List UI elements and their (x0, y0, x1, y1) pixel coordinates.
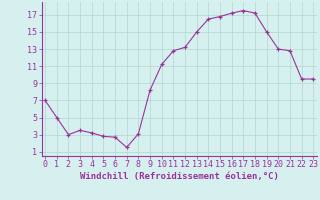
X-axis label: Windchill (Refroidissement éolien,°C): Windchill (Refroidissement éolien,°C) (80, 172, 279, 181)
